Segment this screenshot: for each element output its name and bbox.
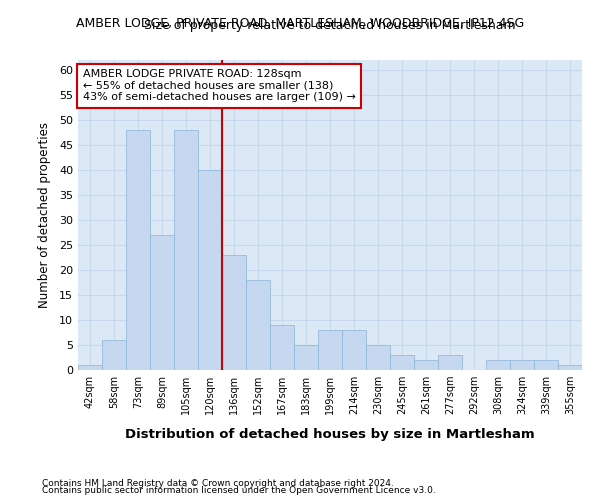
X-axis label: Distribution of detached houses by size in Martlesham: Distribution of detached houses by size … bbox=[125, 428, 535, 441]
Y-axis label: Number of detached properties: Number of detached properties bbox=[38, 122, 50, 308]
Text: AMBER LODGE PRIVATE ROAD: 128sqm
← 55% of detached houses are smaller (138)
43% : AMBER LODGE PRIVATE ROAD: 128sqm ← 55% o… bbox=[83, 70, 356, 102]
Bar bbox=[150, 235, 174, 370]
Bar bbox=[558, 365, 582, 370]
Bar bbox=[510, 360, 534, 370]
Title: Size of property relative to detached houses in Martlesham: Size of property relative to detached ho… bbox=[144, 20, 516, 32]
Bar bbox=[390, 355, 414, 370]
Bar bbox=[534, 360, 558, 370]
Text: Contains HM Land Registry data © Crown copyright and database right 2024.: Contains HM Land Registry data © Crown c… bbox=[42, 478, 394, 488]
Bar bbox=[246, 280, 270, 370]
Bar bbox=[414, 360, 438, 370]
Bar bbox=[294, 345, 318, 370]
Bar bbox=[342, 330, 366, 370]
Bar bbox=[366, 345, 390, 370]
Bar bbox=[486, 360, 510, 370]
Bar bbox=[438, 355, 462, 370]
Text: AMBER LODGE, PRIVATE ROAD, MARTLESHAM, WOODBRIDGE, IP12 4SG: AMBER LODGE, PRIVATE ROAD, MARTLESHAM, W… bbox=[76, 18, 524, 30]
Bar bbox=[102, 340, 126, 370]
Bar bbox=[126, 130, 150, 370]
Bar bbox=[198, 170, 222, 370]
Bar bbox=[78, 365, 102, 370]
Text: Contains public sector information licensed under the Open Government Licence v3: Contains public sector information licen… bbox=[42, 486, 436, 495]
Bar bbox=[318, 330, 342, 370]
Bar bbox=[174, 130, 198, 370]
Bar bbox=[222, 255, 246, 370]
Bar bbox=[270, 325, 294, 370]
